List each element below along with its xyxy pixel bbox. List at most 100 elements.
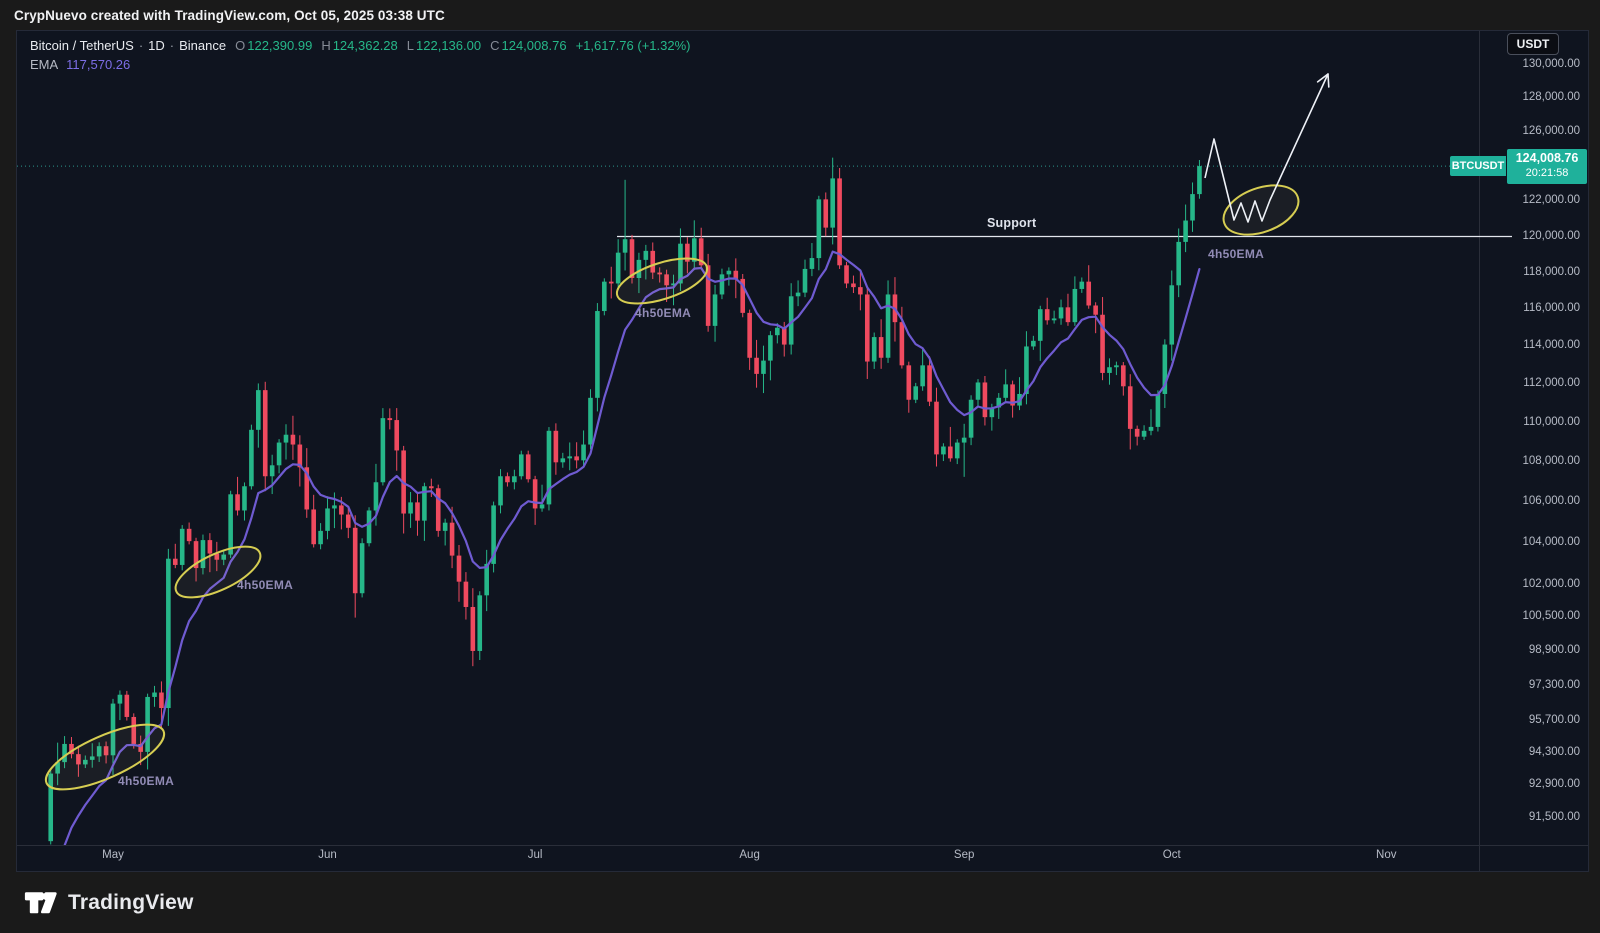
- candle-body: [297, 444, 303, 468]
- candle-body: [131, 716, 137, 744]
- candle-body: [332, 505, 337, 509]
- candle-body: [96, 746, 102, 757]
- last-price-tag[interactable]: 124,008.76 20:21:58: [1507, 148, 1587, 184]
- candle-body: [934, 401, 939, 455]
- candle-body: [456, 555, 462, 582]
- candle-body: [518, 454, 524, 477]
- candle-body: [1107, 367, 1112, 373]
- candle-body: [608, 281, 614, 284]
- attribution-text: CrypNuevo created with TradingView.com, …: [14, 7, 445, 23]
- candle-body: [352, 527, 358, 594]
- candle-body: [200, 540, 206, 569]
- candle-body: [1162, 344, 1168, 394]
- candle-body: [615, 252, 621, 284]
- exchange-label[interactable]: Binance: [179, 38, 227, 53]
- candle-body: [775, 327, 780, 336]
- candle-body: [961, 437, 967, 443]
- candle-body: [941, 446, 946, 455]
- candle-body: [442, 522, 448, 531]
- candle-body: [858, 287, 863, 295]
- ema-indicator-value: 117,570.26: [66, 57, 131, 72]
- candle-body: [1169, 285, 1175, 345]
- ema-line[interactable]: [51, 250, 1201, 896]
- candle-body: [851, 283, 856, 288]
- candle-body: [643, 250, 649, 260]
- candle-body: [657, 272, 662, 275]
- ohlc-value: 122,136.00: [416, 38, 482, 53]
- candle-body: [366, 510, 372, 544]
- candle-body: [719, 274, 725, 295]
- candle-body: [186, 528, 192, 542]
- candle-body: [373, 482, 379, 511]
- footer-bar: TradingView: [0, 872, 1600, 933]
- candle-body: [124, 694, 130, 717]
- candle-body: [484, 563, 489, 596]
- currency-toggle-button[interactable]: USDT: [1507, 33, 1559, 55]
- candle-body: [242, 486, 247, 511]
- highlight-ellipse[interactable]: [169, 536, 268, 608]
- chart-legend: Bitcoin / TetherUS · 1D · Binance O 122,3…: [30, 36, 690, 74]
- candle-body: [152, 692, 157, 697]
- candle-body: [463, 581, 469, 607]
- legend-separator: ·: [169, 38, 175, 53]
- projection-arrowhead: [1316, 73, 1329, 83]
- candle-body: [387, 418, 393, 421]
- ohlc-value: 124,008.76: [501, 38, 567, 53]
- candle-body: [691, 238, 697, 262]
- legend-separator: ·: [138, 38, 144, 53]
- projection-path[interactable]: [1204, 73, 1329, 223]
- candle-body: [906, 365, 912, 400]
- candle-body: [1037, 309, 1043, 341]
- candle-body: [304, 467, 310, 510]
- candle-body: [636, 259, 642, 279]
- candle-body: [553, 430, 559, 463]
- candle-body: [1148, 426, 1154, 431]
- candle-body: [1058, 307, 1064, 319]
- candle-body: [1051, 318, 1057, 321]
- candle-body: [1141, 430, 1147, 437]
- candle-body: [698, 238, 704, 266]
- candle-body: [726, 270, 732, 275]
- candle-body: [256, 390, 261, 430]
- candle-body: [491, 505, 496, 564]
- interval-label[interactable]: 1D: [148, 38, 165, 53]
- candle-body: [1024, 346, 1029, 394]
- candle-body: [754, 357, 759, 374]
- candle-body: [48, 773, 54, 842]
- ema-indicator-name[interactable]: EMA: [30, 57, 59, 72]
- candle-body: [62, 743, 67, 763]
- candle-body: [525, 454, 531, 480]
- candle-body: [560, 458, 566, 463]
- ohlc-key: L: [406, 38, 415, 53]
- candle-body: [650, 250, 656, 273]
- candle-body: [276, 442, 282, 466]
- highlight-ellipse[interactable]: [612, 249, 713, 312]
- candle-body: [622, 239, 628, 253]
- candle-body: [816, 199, 822, 259]
- candle-body: [159, 692, 164, 709]
- candles-group[interactable]: [48, 157, 1202, 896]
- symbol-price-tag[interactable]: BTCUSDT: [1450, 156, 1506, 177]
- candle-body: [539, 504, 545, 509]
- candle-body: [1065, 307, 1071, 323]
- candle-body: [733, 270, 739, 279]
- candle-body: [671, 283, 676, 286]
- highlight-ellipse[interactable]: [38, 712, 172, 802]
- candle-body: [629, 239, 635, 279]
- ohlc-value: 124,362.28: [332, 38, 398, 53]
- candle-body: [477, 595, 483, 651]
- candle-body: [172, 558, 178, 565]
- symbol-title[interactable]: Bitcoin / TetherUS: [30, 38, 134, 53]
- candle-body: [588, 397, 593, 445]
- ohlc-value: 122,390.99: [247, 38, 313, 53]
- candle-body: [429, 486, 434, 489]
- candle-body: [837, 178, 842, 266]
- projection-arrowhead: [1327, 73, 1330, 88]
- candle-body: [179, 528, 185, 565]
- tradingview-logo-icon[interactable]: [24, 891, 58, 915]
- candle-body: [345, 514, 351, 528]
- highlight-ellipse[interactable]: [1217, 176, 1305, 244]
- tradingview-brand-text[interactable]: TradingView: [68, 890, 194, 914]
